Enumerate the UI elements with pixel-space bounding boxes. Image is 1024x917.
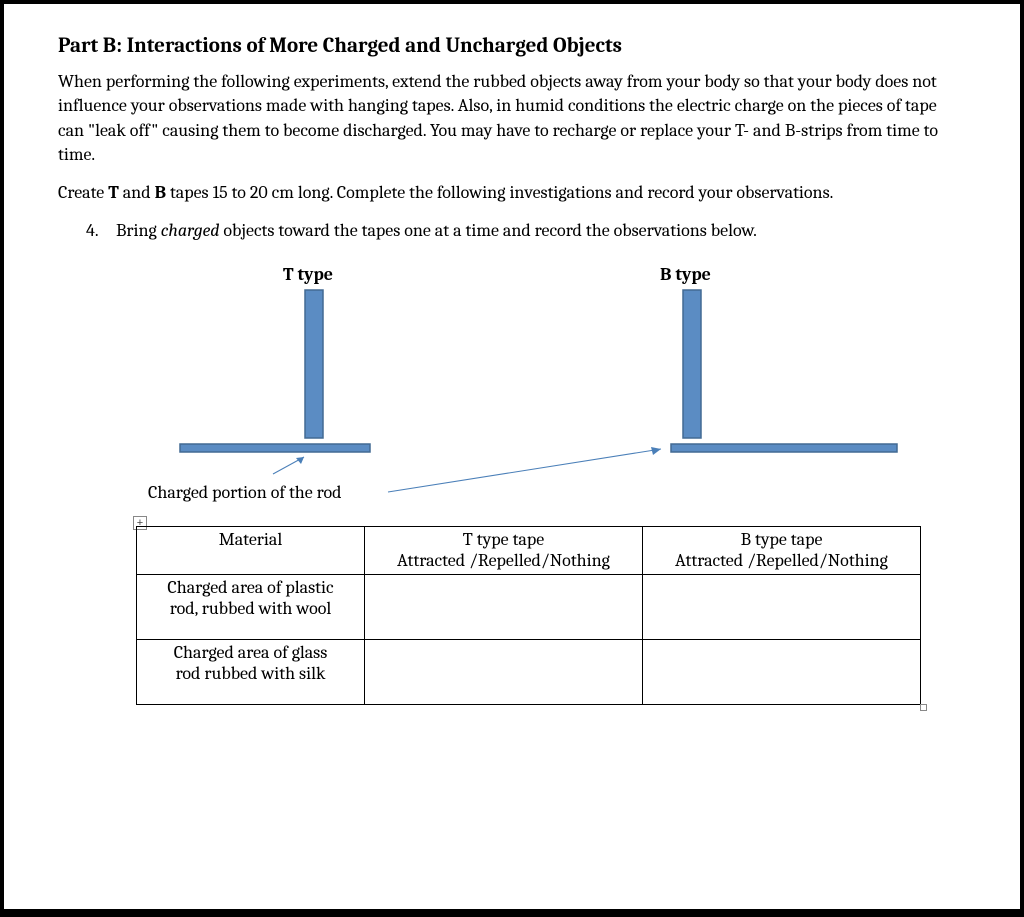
list4-charged: charged [161, 220, 220, 241]
document-page: Part B: Interactions of More Charged and… [4, 4, 1020, 909]
row1-mat-l1: Charged area of plastic [167, 577, 333, 598]
row1-material: Charged area of plastic rod, rubbed with… [137, 574, 365, 639]
t-header-l2: Attracted /Repelled/Nothing [397, 550, 610, 571]
p2-T: T [108, 182, 119, 203]
numbered-list: 4. Bring charged objects toward the tape… [58, 219, 966, 243]
table-row: Charged area of glass rod rubbed with si… [137, 639, 921, 704]
b-header-l2: Attracted /Repelled/Nothing [675, 550, 888, 571]
row1-b-cell[interactable] [643, 574, 921, 639]
col-header-b: B type tape Attracted /Repelled/Nothing [643, 526, 921, 574]
table-row: Charged area of plastic rod, rubbed with… [137, 574, 921, 639]
row2-t-cell[interactable] [365, 639, 643, 704]
diagram: T type B type Charged portion of the rod… [98, 264, 1008, 524]
col-header-material: Material [137, 526, 365, 574]
table-header-row: Material T type tape Attracted /Repelled… [137, 526, 921, 574]
t-header-l1: T type tape [463, 529, 544, 550]
table-resize-handle[interactable] [920, 704, 927, 711]
material-header-text: Material [219, 529, 283, 550]
row1-mat-l2: rod, rubbed with wool [170, 598, 332, 619]
row2-material: Charged area of glass rod rubbed with si… [137, 639, 365, 704]
p2-e: tapes 15 to 20 cm long. Complete the fol… [166, 182, 833, 203]
list4-a: Bring [116, 220, 161, 241]
observations-table: Material T type tape Attracted /Repelled… [136, 526, 921, 705]
row2-mat-l1: Charged area of glass [174, 642, 328, 663]
b-tape-rect [683, 290, 701, 438]
p2-c: and [119, 182, 155, 203]
list-number-4: 4. [86, 219, 112, 243]
list4-c: objects toward the tapes one at a time a… [219, 220, 756, 241]
p2-a: Create [58, 182, 108, 203]
t-rod-rect [180, 444, 370, 452]
observations-table-wrap: Material T type tape Attracted /Repelled… [136, 526, 966, 705]
section-title: Part B: Interactions of More Charged and… [58, 34, 966, 58]
col-header-t: T type tape Attracted /Repelled/Nothing [365, 526, 643, 574]
charged-portion-label: Charged portion of the rod [148, 482, 342, 503]
instructions-paragraph: Create T and B tapes 15 to 20 cm long. C… [58, 181, 966, 205]
row1-t-cell[interactable] [365, 574, 643, 639]
row2-b-cell[interactable] [643, 639, 921, 704]
row2-mat-l2: rod rubbed with silk [176, 663, 326, 684]
intro-paragraph: When performing the following experiment… [58, 70, 966, 167]
b-header-l1: B type tape [741, 529, 823, 550]
p2-B: B [155, 182, 166, 203]
arrow-long-head [651, 447, 661, 455]
t-tape-rect [305, 290, 323, 438]
arrow-long [388, 449, 661, 492]
b-rod-rect [671, 444, 897, 452]
